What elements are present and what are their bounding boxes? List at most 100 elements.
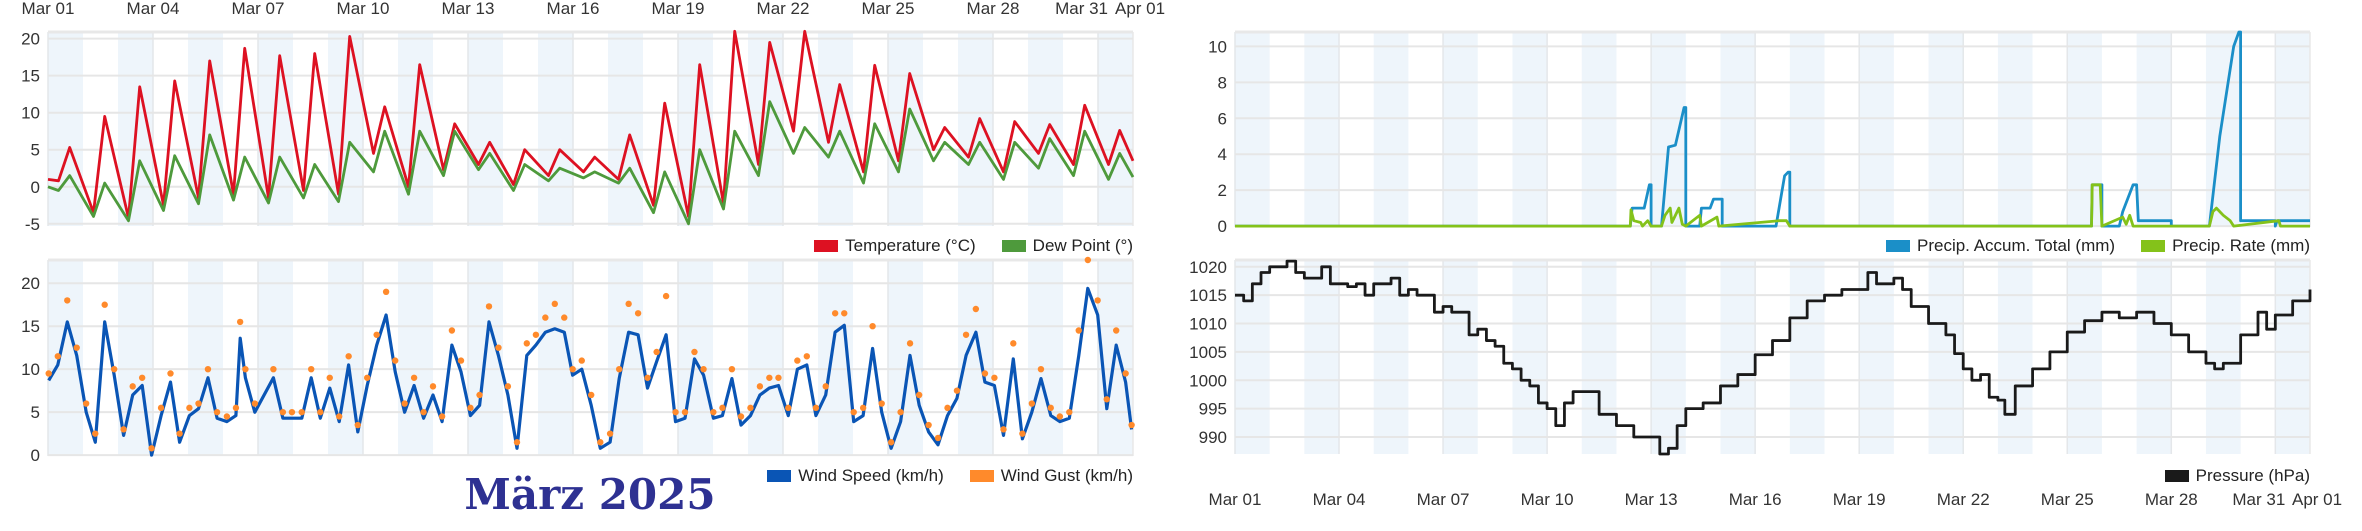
precip-rate-mm-series xyxy=(1235,183,2310,228)
day-band xyxy=(468,32,503,226)
wind-gust-point xyxy=(616,365,623,373)
wind-gust-point xyxy=(625,300,632,308)
wind-speed-km-h-series xyxy=(47,286,1134,457)
legend-label: Wind Speed (km/h) xyxy=(798,466,944,485)
x-tick-label: Mar 10 xyxy=(1521,490,1574,509)
wind-gust-point xyxy=(204,365,212,373)
day-band xyxy=(1028,32,1063,226)
wind-gust-point xyxy=(606,430,614,437)
day-band xyxy=(2136,32,2172,227)
wind-gust-point xyxy=(597,439,604,446)
day-band xyxy=(1651,32,1686,227)
wind-gust-point xyxy=(962,331,970,338)
wind-gust-swatch xyxy=(969,470,994,482)
pressure-legend: Pressure (hPa) xyxy=(2149,466,2310,486)
wind-gust-point xyxy=(513,439,521,446)
wind-gust-point xyxy=(438,413,446,420)
wind-gust-point xyxy=(186,404,193,412)
x-tick-label: Mar 07 xyxy=(232,0,285,18)
x-tick-label: Mar 04 xyxy=(1313,490,1366,509)
legend-precip-rate[interactable]: Precip. Rate (mm) xyxy=(2141,236,2310,256)
wind-gust-point xyxy=(345,353,352,360)
wind-gust-point xyxy=(981,370,989,377)
precipitation-chart: 0 2 4 6 8 10 xyxy=(1208,30,2311,236)
x-tick-label: Mar 01 xyxy=(22,0,75,18)
wind-gust-point xyxy=(561,314,568,321)
x-tick-label: Mar 28 xyxy=(967,0,1020,18)
day-band xyxy=(2067,32,2102,227)
legend-wind-speed[interactable]: Wind Speed (km/h) xyxy=(767,466,944,486)
wind-gust-point xyxy=(1128,421,1135,429)
day-band xyxy=(48,32,83,226)
wind-gust-point xyxy=(504,383,512,390)
wind-gust-point xyxy=(73,344,80,351)
wind-gust-point xyxy=(64,297,71,304)
legend-precip-accum[interactable]: Precip. Accum. Total (mm) xyxy=(1886,236,2115,256)
wind-gust-point xyxy=(710,408,717,416)
x-tick-label: Mar 28 xyxy=(2145,490,2198,509)
y-tick-label: 15 xyxy=(21,317,40,336)
temperature-c-series xyxy=(47,29,1135,220)
wind-gust-point xyxy=(495,344,502,351)
day-band xyxy=(1928,260,1964,454)
wind-gust-point xyxy=(775,374,782,381)
day-band xyxy=(1304,260,1340,454)
wind-gust-point xyxy=(588,391,595,399)
wind-gust-point xyxy=(906,340,914,347)
wind-gust-point xyxy=(1028,400,1036,407)
wind-gust-point xyxy=(110,365,118,373)
y-tick-label: 4 xyxy=(1218,145,1227,164)
day-band xyxy=(748,260,783,456)
legend-label: Dew Point (°) xyxy=(1032,236,1133,255)
wind-gust-point xyxy=(476,391,483,399)
wind-gust-point xyxy=(373,331,380,338)
wind-gust-point xyxy=(691,348,698,356)
wind-gust-point xyxy=(934,434,942,442)
wind-gust-point xyxy=(298,408,305,416)
wind-gust-point xyxy=(532,331,540,338)
legend-temperature[interactable]: Temperature (°C) xyxy=(814,236,976,256)
wind-gust-point xyxy=(672,408,679,416)
legend-wind-gust[interactable]: Wind Gust (km/h) xyxy=(969,466,1133,486)
y-tick-label: 15 xyxy=(21,67,40,86)
wind-gust-point xyxy=(700,365,707,373)
y-tick-label: 0 xyxy=(1218,217,1227,236)
legend-label: Wind Gust (km/h) xyxy=(1000,466,1133,485)
x-tick-label: Mar 25 xyxy=(862,0,915,18)
y-tick-label: 8 xyxy=(1218,73,1227,92)
x-tick-label: Mar 16 xyxy=(1729,490,1782,509)
temperature-swatch xyxy=(814,240,839,252)
wind-gust-point xyxy=(785,404,792,412)
wind-gust-point xyxy=(485,303,493,310)
wind-gust-point xyxy=(279,408,287,416)
wind-gust-point xyxy=(1010,340,1017,347)
day-band xyxy=(1028,260,1063,456)
day-band xyxy=(2275,260,2310,454)
x-tick-label: Mar 22 xyxy=(1937,490,1990,509)
wind-gust-point xyxy=(728,365,736,373)
wind-gust-point xyxy=(569,365,576,373)
wind-gust-point xyxy=(653,348,660,356)
wind-gust-point xyxy=(157,404,165,412)
day-band xyxy=(1581,260,1617,454)
y-tick-label: 20 xyxy=(21,274,40,293)
wind-gust-point xyxy=(242,365,249,373)
wind-gust-point xyxy=(972,305,980,313)
wind-gust-point xyxy=(859,404,867,412)
x-tick-label: Mar 25 xyxy=(2041,490,2094,509)
wind-gust-point xyxy=(1075,327,1082,334)
wind-gust-point xyxy=(401,400,408,407)
legend-pressure[interactable]: Pressure (hPa) xyxy=(2164,466,2310,486)
wind-speed-swatch xyxy=(767,470,792,482)
legend-dew-point[interactable]: Dew Point (°) xyxy=(1001,236,1133,256)
wind-gust-point xyxy=(288,408,296,416)
day-band xyxy=(2136,260,2172,454)
wind-gust-point xyxy=(841,310,848,317)
wind-gust-point xyxy=(176,430,183,437)
legend-label: Precip. Rate (mm) xyxy=(2172,236,2310,255)
day-band xyxy=(188,260,223,456)
wind-gust-point xyxy=(101,301,108,308)
y-tick-label: 0 xyxy=(31,178,40,197)
day-band xyxy=(328,32,363,226)
wind-gust-point xyxy=(756,383,764,390)
